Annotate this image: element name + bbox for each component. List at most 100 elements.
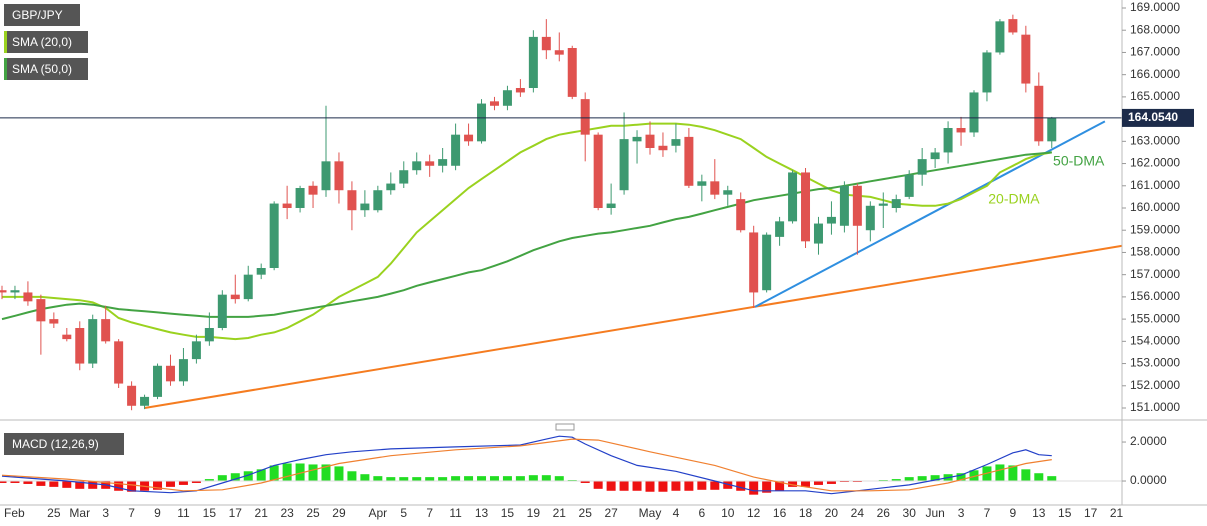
candle-body <box>489 101 499 106</box>
x-tick-label: 21 <box>553 506 567 520</box>
legend-item[interactable]: SMA (50,0) <box>4 58 88 80</box>
macd-histogram-bar <box>386 477 396 482</box>
x-tick-label: 13 <box>1032 506 1046 520</box>
x-tick-label: 15 <box>1058 506 1072 520</box>
x-tick-label: 24 <box>851 506 865 520</box>
candle-body <box>217 294 227 328</box>
macd-histogram-bar <box>1008 465 1018 482</box>
y-tick-label: 0.0000 <box>1130 473 1167 487</box>
macd-histogram-bar <box>191 481 201 483</box>
candle-body <box>165 365 175 382</box>
candle-body <box>593 134 603 208</box>
x-tick-label: 18 <box>799 506 813 520</box>
x-tick-label: 21 <box>255 506 269 520</box>
candle-body <box>762 234 772 291</box>
candle-body <box>580 99 590 135</box>
y-tick-label: 153.0000 <box>1130 356 1180 370</box>
x-tick-label: 7 <box>984 506 991 520</box>
x-tick-label: 30 <box>903 506 917 520</box>
x-tick-label: 9 <box>154 506 161 520</box>
macd-histogram-bar <box>23 481 33 484</box>
macd-histogram-bar <box>554 476 564 482</box>
candle-body <box>1021 34 1031 84</box>
macd-histogram-bar <box>658 481 668 492</box>
y-tick-label: 165.0000 <box>1130 89 1180 103</box>
candle-body <box>891 199 901 208</box>
plot-area: 50-DMA 20-DMA <box>0 14 1123 495</box>
macd-histogram-bar <box>282 463 292 482</box>
x-tick-label: 10 <box>721 506 735 520</box>
annotation: 50-DMA <box>1053 153 1105 169</box>
candle-body <box>775 221 785 237</box>
panel-resize-handle[interactable] <box>555 423 575 431</box>
candle-body <box>982 52 992 93</box>
candle-body <box>101 319 111 342</box>
sma-line <box>2 122 1052 341</box>
macd-line <box>1 438 1052 492</box>
candle-body <box>839 185 849 226</box>
candle-body <box>334 161 344 191</box>
macd-histogram-bar <box>917 476 927 482</box>
macd-histogram-bar <box>477 476 487 482</box>
candle-body <box>606 203 616 208</box>
macd-histogram-bar <box>308 464 318 482</box>
candle-body <box>62 334 72 340</box>
candle-body <box>36 299 46 322</box>
y-tick-label: 163.0000 <box>1130 134 1180 148</box>
sma-line <box>1 151 1052 321</box>
legend-item[interactable]: MACD (12,26,9) <box>4 433 124 455</box>
macd-histogram-bar <box>256 469 266 482</box>
macd-histogram-bar <box>230 473 240 482</box>
candle-body <box>645 134 655 148</box>
legend-swatch <box>4 31 7 53</box>
x-tick-label: 9 <box>1010 506 1017 520</box>
candle-body <box>347 190 357 211</box>
macd-histogram-bar <box>684 481 694 491</box>
x-tick-label: 25 <box>579 506 593 520</box>
trendline <box>144 244 1123 409</box>
macd-histogram-bar <box>217 475 227 482</box>
macd-histogram-bar <box>619 481 629 491</box>
candle-body <box>826 216 836 224</box>
x-tick-label: 23 <box>280 506 294 520</box>
x-tick-label: Jun <box>925 506 944 520</box>
macd-histogram-bar <box>775 481 785 491</box>
candle-body <box>373 190 383 211</box>
macd-histogram-bar <box>204 479 214 482</box>
x-tick-label: 11 <box>449 506 462 520</box>
candle-body <box>243 274 253 300</box>
candle-body <box>269 203 279 268</box>
legend-item[interactable]: SMA (20,0) <box>4 31 88 53</box>
macd-histogram-bar <box>399 477 409 482</box>
macd-histogram-bar <box>153 481 163 490</box>
macd-histogram-bar <box>127 481 137 492</box>
macd-histogram-bar <box>360 474 370 482</box>
macd-histogram-bar <box>321 464 331 482</box>
candle-body <box>671 139 681 146</box>
candle-body <box>114 341 124 384</box>
candle-body <box>567 48 577 97</box>
macd-line <box>1 435 1052 495</box>
macd-histogram-bar <box>762 481 772 493</box>
macd-histogram-bar <box>438 477 448 482</box>
legend-box <box>4 58 88 80</box>
macd-histogram-bar <box>645 481 655 492</box>
y-tick-label: 167.0000 <box>1130 45 1180 59</box>
macd-histogram-bar <box>930 475 940 482</box>
macd-histogram-bar <box>1021 469 1031 482</box>
macd-histogram-bar <box>49 481 59 487</box>
legend-item[interactable]: GBP/JPY <box>4 4 80 26</box>
y-tick-label: 156.0000 <box>1130 289 1180 303</box>
x-tick-label: 3 <box>958 506 965 520</box>
candle-body <box>438 159 448 166</box>
legend-label: SMA (20,0) <box>12 35 72 49</box>
legend-box <box>4 31 88 53</box>
candle-body <box>386 183 396 191</box>
legend-swatch <box>4 58 7 80</box>
candle-body <box>1008 19 1018 33</box>
macd-histogram-bar <box>969 470 979 482</box>
candle-body <box>995 21 1005 53</box>
candle-body <box>930 152 940 160</box>
macd-title: MACD (12,26,9) <box>12 437 99 451</box>
